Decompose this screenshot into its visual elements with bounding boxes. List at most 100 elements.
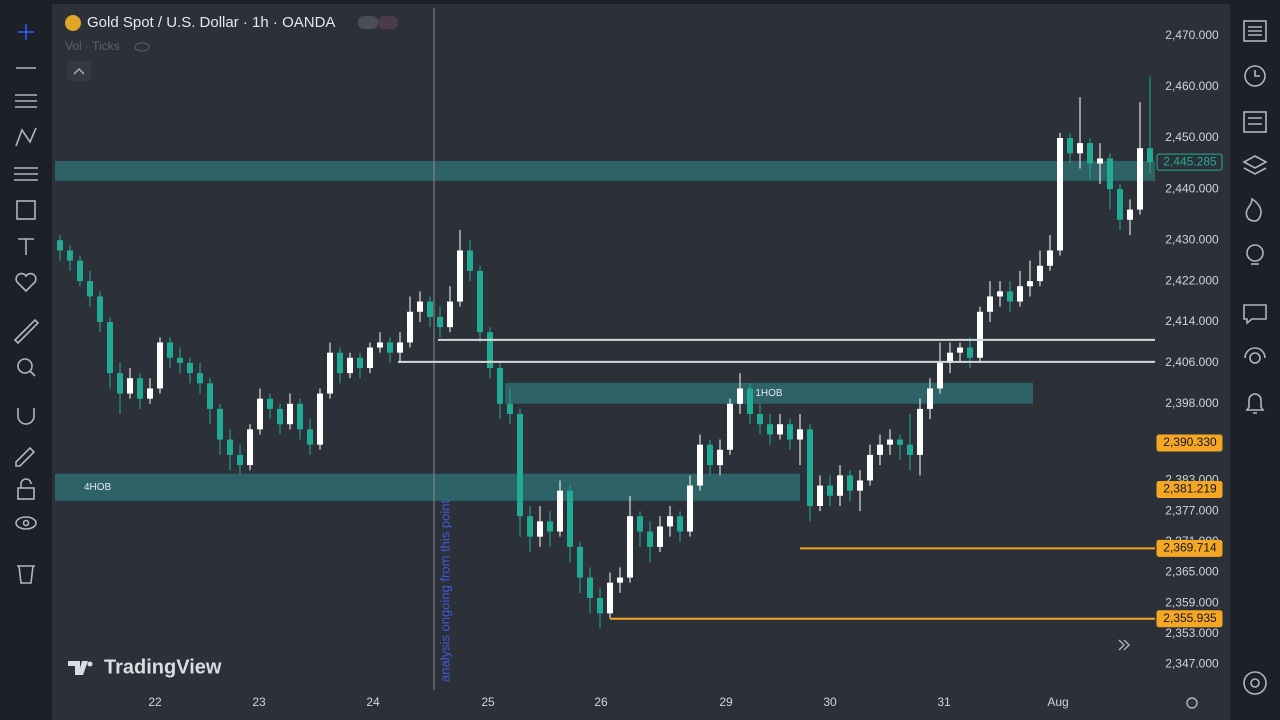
x-tick-label: 25 [481, 695, 495, 709]
fib-tool[interactable] [15, 94, 37, 108]
toggle[interactable] [378, 16, 398, 29]
y-tick-label: 2,365.000 [1165, 565, 1219, 579]
candle-body [537, 521, 543, 537]
candle-body [557, 490, 563, 532]
y-tick-label: 2,430.000 [1165, 232, 1219, 246]
candle-body [217, 408, 223, 440]
help-button[interactable] [1243, 671, 1267, 695]
y-tick-label: 2,422.000 [1165, 273, 1219, 287]
data-window-button[interactable] [1243, 111, 1267, 133]
candle-body [617, 577, 623, 583]
measure-tool[interactable] [13, 318, 40, 345]
y-tick-label: 2,377.000 [1165, 503, 1219, 517]
candle-body [967, 347, 973, 358]
price-tag [1156, 539, 1223, 557]
x-tick-label: 31 [937, 695, 951, 709]
indicator-label[interactable]: Vol · Ticks [65, 39, 120, 53]
streams-button[interactable] [1244, 347, 1266, 364]
collapse-button[interactable] [67, 61, 91, 81]
candle-body [757, 414, 763, 425]
indicator-visibility[interactable] [134, 42, 150, 52]
candle-body [767, 424, 773, 435]
pattern-tool[interactable] [15, 127, 37, 147]
candle-body [1057, 138, 1063, 251]
toggle[interactable] [358, 16, 378, 29]
y-tick-label: 2,460.000 [1165, 79, 1219, 93]
candle-body [847, 475, 853, 491]
candle-body [917, 408, 923, 455]
candle-body [177, 357, 183, 363]
price-tag-label: 2,381.219 [1163, 482, 1217, 496]
hotlist-button[interactable] [1245, 197, 1262, 222]
y-tick-label: 2,359.000 [1165, 595, 1219, 609]
candle-body [597, 598, 603, 614]
candle-body [817, 485, 823, 506]
crosshair-tool[interactable] [18, 24, 34, 40]
price-tag-label: 2,355.935 [1163, 611, 1217, 625]
candle-body [987, 296, 993, 312]
candle-body [157, 342, 163, 389]
candle-body [247, 429, 253, 466]
position-tool[interactable] [14, 167, 38, 181]
symbol-title[interactable]: Gold Spot / U.S. Dollar · 1h · OANDA [87, 14, 335, 31]
ideas-button[interactable] [1246, 244, 1264, 265]
text-tool[interactable] [18, 238, 34, 255]
candle-body [977, 311, 983, 358]
y-tick-label: 2,450.000 [1165, 130, 1219, 144]
price-tag [1156, 434, 1223, 452]
candle-body [607, 582, 613, 614]
candle-body [897, 439, 903, 445]
price-tag [1156, 153, 1223, 171]
magnet-tool[interactable] [17, 408, 35, 425]
candle-body [287, 403, 293, 425]
scroll-to-latest[interactable] [1118, 639, 1130, 651]
notifications-button[interactable] [1245, 393, 1265, 414]
candle-body [117, 373, 123, 394]
y-tick-label: 2,470.000 [1165, 28, 1219, 42]
candle-body [127, 378, 133, 394]
favorites-tool[interactable] [15, 272, 37, 293]
axis-settings[interactable] [1186, 697, 1198, 709]
shape-tool[interactable] [16, 200, 36, 220]
candle-body [347, 357, 353, 374]
object-tree-button[interactable] [1242, 155, 1268, 175]
right-toolbar [1242, 20, 1268, 695]
zone [55, 473, 800, 501]
candle-body [1147, 148, 1153, 163]
watermark-text: TradingView [104, 656, 222, 678]
candle-body [327, 352, 333, 394]
x-tick-label: 30 [823, 695, 837, 709]
alerts-button[interactable] [1244, 65, 1266, 87]
delete-tool[interactable] [17, 565, 35, 584]
candle-body [687, 485, 693, 532]
candle-body [1027, 281, 1033, 287]
visibility-tool[interactable] [15, 516, 37, 530]
zone-label: 4HOB [84, 482, 112, 493]
candle-body [947, 352, 953, 363]
candle-body [467, 250, 473, 271]
zoom-tool[interactable] [17, 358, 36, 377]
candle-body [1107, 158, 1113, 190]
candle-body [927, 388, 933, 409]
candle-body [267, 398, 273, 409]
candle-body [397, 342, 403, 353]
candle-body [497, 368, 503, 404]
symbol-icon [65, 15, 81, 31]
watchlist-button[interactable] [1243, 20, 1267, 42]
lock-tool[interactable] [17, 478, 35, 500]
candle-body [1117, 189, 1123, 220]
candle-body [307, 429, 313, 445]
candle-body [877, 444, 883, 455]
candle-body [377, 342, 383, 348]
candle-body [837, 475, 843, 496]
price-tag-label: 2,369.714 [1163, 541, 1217, 555]
candle-body [437, 316, 443, 328]
chats-button[interactable] [1243, 304, 1267, 325]
zone [55, 161, 1155, 181]
candle-body [727, 403, 733, 450]
candle-body [867, 454, 873, 481]
candle-body [1137, 148, 1143, 210]
draw-mode-tool[interactable] [15, 446, 36, 467]
watermark: TradingView [68, 656, 222, 678]
price-tag [1156, 610, 1223, 628]
